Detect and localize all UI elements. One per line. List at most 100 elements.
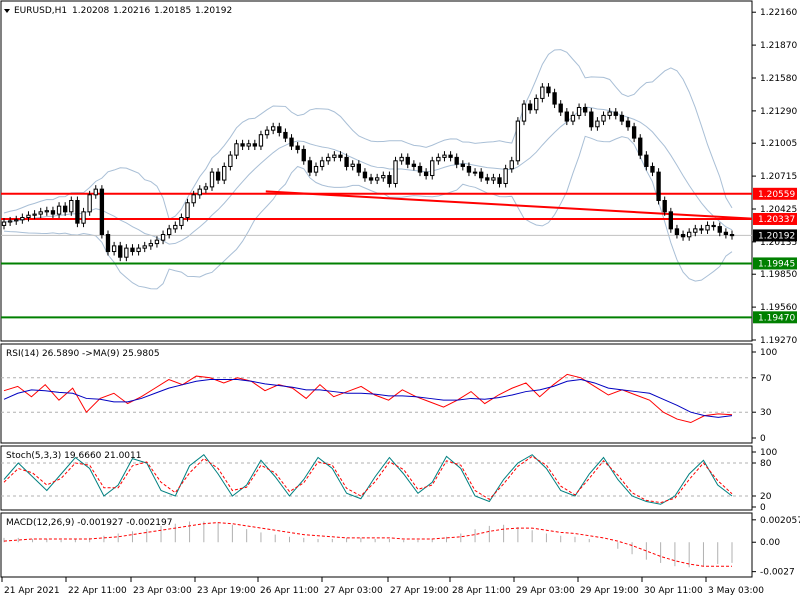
y-tick-label: 100: [760, 348, 777, 358]
stoch-title: Stoch(5,3,3) 19.6660 21.0011: [6, 451, 141, 461]
x-tick-label: 26 Apr 11:00: [260, 586, 319, 596]
candle-body: [631, 126, 637, 139]
candle-body: [124, 247, 129, 258]
y-tick-label: 1.22160: [760, 8, 797, 18]
candle-body: [44, 210, 49, 213]
candle-body: [81, 211, 86, 224]
candle-body: [283, 131, 288, 139]
candle-body: [570, 114, 576, 122]
rsi-panel[interactable]: [0, 343, 753, 444]
bollinger-middle: [3, 106, 733, 245]
ohlc-low: 1.20185: [154, 6, 191, 16]
candle-body: [625, 120, 631, 128]
candle-body: [564, 111, 569, 122]
candle-body: [26, 214, 31, 219]
candle-body: [693, 228, 698, 233]
candle-body: [595, 120, 600, 128]
candle-body: [295, 145, 300, 150]
y-tick-label: 0: [760, 503, 766, 513]
candle-body: [209, 171, 215, 188]
x-tick-label: 27 Apr 03:00: [324, 586, 383, 596]
y-tick-label: 1.21580: [760, 74, 797, 84]
candle-body: [460, 163, 465, 167]
ohlc-high: 1.20216: [113, 6, 150, 16]
candle-body: [197, 188, 202, 196]
candle-body: [338, 154, 343, 158]
candle-body: [167, 228, 172, 236]
candle-body: [111, 245, 117, 253]
candle-body: [393, 160, 398, 184]
price-level-label: 1.20337: [758, 215, 795, 225]
candle-body: [319, 160, 325, 167]
candle-body: [485, 177, 490, 181]
candle-body: [509, 160, 514, 170]
candle-body: [240, 143, 245, 147]
candle-body: [711, 224, 716, 228]
candle-body: [503, 168, 508, 184]
candle-body: [222, 165, 227, 181]
price-level-badge: [753, 187, 797, 200]
candle-body: [307, 160, 313, 173]
y-tick-label: 30: [760, 408, 772, 418]
candle-body: [215, 171, 221, 181]
candle-body: [589, 111, 594, 128]
candle-body: [362, 171, 368, 179]
candle-body: [99, 188, 105, 236]
candle-body: [729, 234, 735, 237]
x-tick-label: 23 Apr 03:00: [133, 586, 192, 596]
x-tick-label: 23 Apr 19:00: [197, 586, 256, 596]
candle-body: [723, 231, 729, 236]
y-tick-label: 1.20135: [760, 238, 797, 248]
candle-body: [118, 245, 123, 258]
candle-body: [203, 186, 209, 190]
candle-body: [472, 171, 478, 174]
price-level-label: 1.20559: [758, 190, 795, 200]
candle-body: [583, 106, 588, 113]
x-tick-label: 28 Apr 11:00: [452, 586, 511, 596]
candle-body: [375, 177, 380, 181]
x-tick-label: 30 Apr 11:00: [644, 586, 703, 596]
candle-body: [527, 103, 533, 111]
candle-body: [662, 199, 667, 213]
main-panel[interactable]: [0, 0, 753, 342]
rsi-title: RSI(14) 26.5890 ->MA(9) 25.9805: [6, 349, 160, 359]
stoch-panel[interactable]: [0, 445, 753, 511]
y-tick-label: 1.19270: [760, 336, 797, 346]
candle-body: [607, 111, 612, 116]
candle-body: [430, 160, 435, 177]
stoch-series-line: [3, 455, 733, 504]
candle-body: [179, 217, 184, 226]
candle-body: [350, 163, 355, 167]
y-tick-label: -0.0027: [760, 568, 795, 578]
candle-body: [93, 188, 98, 196]
y-tick-label: 0.002057: [760, 516, 800, 526]
candle-body: [656, 171, 661, 201]
bollinger-lower: [3, 135, 733, 290]
dropdown-triangle-icon[interactable]: [4, 9, 10, 13]
x-tick-label: 22 Apr 11:00: [68, 586, 127, 596]
candle-body: [448, 154, 453, 158]
macd-title: MACD(12,26,9) -0.001927 -0.002197: [6, 518, 172, 528]
y-tick-label: 1.19560: [760, 303, 797, 313]
candle-body: [466, 165, 472, 173]
candle-body: [479, 171, 484, 179]
candle-body: [148, 243, 153, 247]
candle-body: [491, 177, 496, 181]
candle-body: [601, 114, 606, 122]
candle-body: [411, 163, 417, 167]
candle-body: [173, 224, 178, 230]
candle-body: [552, 92, 557, 105]
y-tick-label: 1.21870: [760, 41, 797, 51]
candle-body: [75, 199, 80, 224]
candle-body: [1, 221, 7, 226]
macd-panel[interactable]: [0, 512, 753, 578]
candle-body: [69, 199, 74, 213]
candle-body: [558, 103, 563, 113]
price-level-badge: [753, 212, 797, 225]
y-tick-label: 20: [760, 492, 772, 502]
candle-body: [644, 154, 649, 167]
y-tick-label: 80: [760, 459, 772, 469]
main-title: EURUSD,H1: [14, 6, 67, 16]
candle-body: [7, 220, 13, 223]
